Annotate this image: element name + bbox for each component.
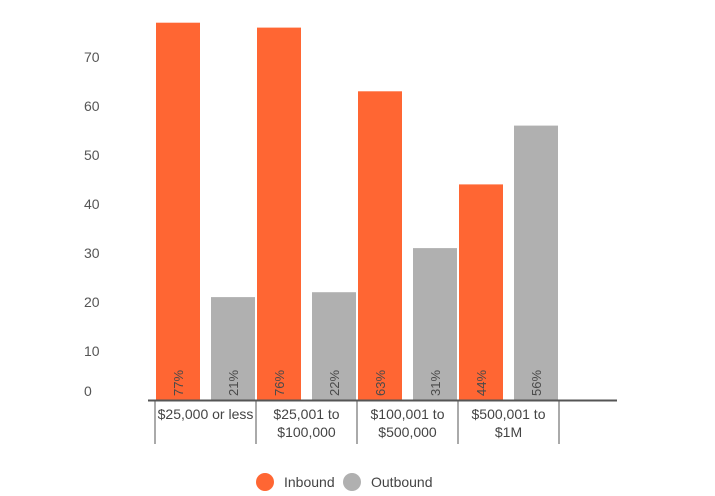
bar-inbound-1 xyxy=(156,22,200,400)
category-label: $500,000 xyxy=(378,424,437,440)
y-tick-label: 60 xyxy=(84,98,100,114)
data-label: 63% xyxy=(373,370,388,396)
bar-outbound-4 xyxy=(514,125,558,400)
legend-label-outbound: Outbound xyxy=(371,474,433,490)
category-label: $100,000 xyxy=(277,424,336,440)
legend-swatch-inbound xyxy=(256,473,274,491)
data-labels: 77% 76% 63% 44% 21% 22% 31% 56% xyxy=(171,370,544,396)
y-tick-label: 20 xyxy=(84,294,100,310)
y-tick-label: 50 xyxy=(84,147,100,163)
data-label: 56% xyxy=(529,370,544,396)
data-label: 22% xyxy=(327,370,342,396)
bar-outbound-2 xyxy=(312,292,356,400)
y-tick-label: 40 xyxy=(84,196,100,212)
y-tick-label: 70 xyxy=(84,49,100,65)
category-label: $1M xyxy=(495,424,522,440)
category-label: $25,000 or less xyxy=(158,406,254,422)
bar-outbound-1 xyxy=(211,297,255,400)
x-axis xyxy=(148,399,617,444)
data-label: 76% xyxy=(272,370,287,396)
bars xyxy=(156,22,558,401)
legend-swatch-outbound xyxy=(343,473,361,491)
y-axis-ticks: 0 10 20 30 40 50 60 70 xyxy=(84,49,100,399)
legend: Inbound Outbound xyxy=(256,473,433,491)
bar-inbound-4 xyxy=(459,184,503,400)
data-label: 31% xyxy=(428,370,443,396)
data-label: 21% xyxy=(226,370,241,396)
category-label: $100,001 to xyxy=(371,406,445,422)
category-label: $500,001 to xyxy=(472,406,546,422)
bar-outbound-3 xyxy=(413,248,457,400)
y-tick-label: 30 xyxy=(84,245,100,261)
y-tick-label: 10 xyxy=(84,343,100,359)
bar-inbound-3 xyxy=(358,91,402,401)
bar-inbound-2 xyxy=(257,27,301,400)
data-label: 77% xyxy=(171,370,186,396)
category-labels: $25,000 or less $25,001 to $100,000 $100,00… xyxy=(158,406,546,440)
category-label: $25,001 to xyxy=(273,406,339,422)
legend-label-inbound: Inbound xyxy=(284,474,335,490)
y-tick-label: 0 xyxy=(84,383,92,399)
data-label: 44% xyxy=(474,370,489,396)
